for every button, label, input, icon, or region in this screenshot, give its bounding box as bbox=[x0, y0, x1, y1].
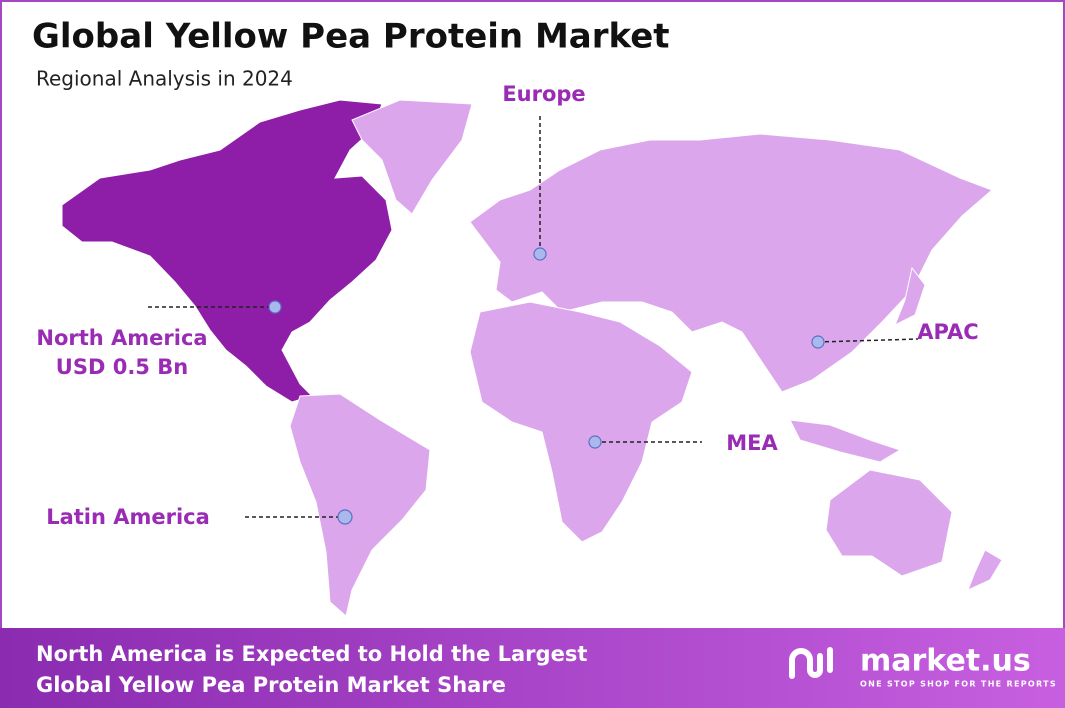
region-label: Europe bbox=[502, 82, 585, 106]
title: Global Yellow Pea Protein Market bbox=[32, 17, 670, 57]
world-map bbox=[61, 99, 1003, 617]
region-value: USD 0.5 Bn bbox=[56, 355, 188, 379]
footer-line: North America is Expected to Hold the La… bbox=[36, 642, 587, 666]
footer-band bbox=[0, 628, 1065, 708]
leader-line bbox=[817, 338, 919, 343]
marker bbox=[811, 335, 825, 349]
brand-name: market.us bbox=[860, 644, 1031, 679]
subtitle: Regional Analysis in 2024 bbox=[36, 67, 293, 91]
brand-tagline: ONE STOP SHOP FOR THE REPORTS bbox=[860, 680, 1057, 689]
africa bbox=[469, 301, 693, 543]
logo-icon bbox=[789, 647, 833, 679]
marker bbox=[268, 300, 282, 314]
marker bbox=[337, 509, 353, 525]
greenland bbox=[351, 99, 473, 215]
new-zealand bbox=[967, 549, 1003, 591]
marker bbox=[588, 435, 602, 449]
marker bbox=[533, 247, 547, 261]
region-markers bbox=[148, 116, 919, 525]
australia bbox=[825, 469, 953, 577]
region-label: North America bbox=[36, 326, 207, 350]
brand-logo bbox=[789, 647, 833, 679]
region-label: APAC bbox=[917, 320, 978, 344]
indonesia bbox=[789, 419, 902, 463]
japan bbox=[894, 266, 926, 327]
region-label: MEA bbox=[726, 431, 778, 455]
footer-line: Global Yellow Pea Protein Market Share bbox=[36, 673, 506, 697]
region-label: Latin America bbox=[46, 505, 210, 529]
south-america bbox=[289, 393, 431, 617]
north-america bbox=[61, 99, 393, 403]
